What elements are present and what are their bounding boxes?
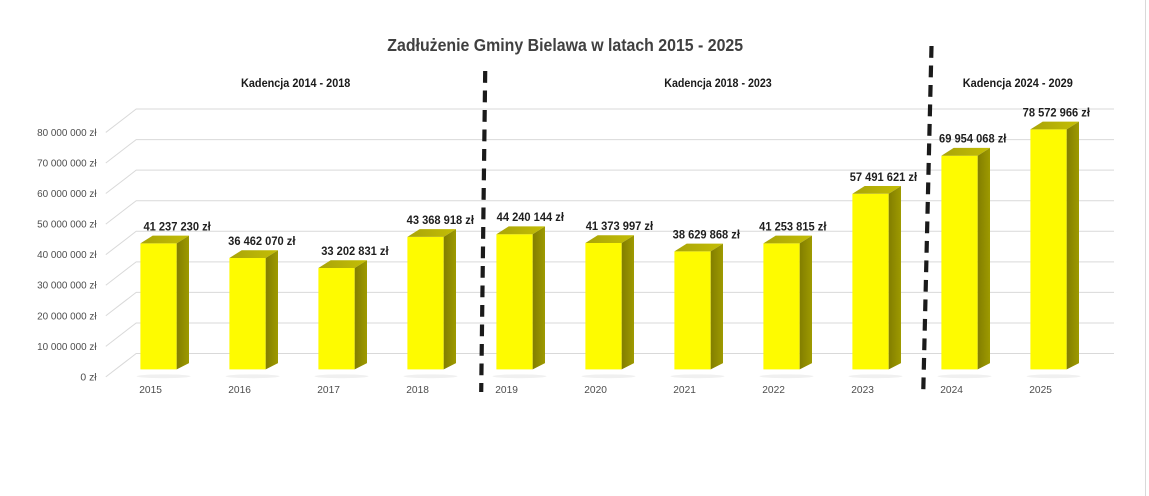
svg-text:20 000 000 zł: 20 000 000 zł [37,311,97,322]
svg-text:43 368 918 zł: 43 368 918 zł [407,214,475,227]
svg-text:70 000 000 zł: 70 000 000 zł [37,158,97,169]
svg-text:41 373 997 zł: 41 373 997 zł [586,220,654,233]
svg-text:80 000 000 zł: 80 000 000 zł [37,128,97,139]
svg-text:41 253 815 zł: 41 253 815 zł [759,220,827,233]
svg-text:2023: 2023 [851,385,874,396]
svg-text:2019: 2019 [495,385,518,396]
svg-text:30 000 000 zł: 30 000 000 zł [37,281,97,292]
svg-text:Kadencja 2018 - 2023: Kadencja 2018 - 2023 [664,76,772,90]
svg-text:0 zł: 0 zł [80,372,97,383]
svg-text:2020: 2020 [584,385,607,396]
svg-text:Kadencja 2024 - 2029: Kadencja 2024 - 2029 [963,76,1073,90]
svg-text:2016: 2016 [228,385,251,396]
svg-text:57 491 621 zł: 57 491 621 zł [850,171,918,184]
svg-text:41 237 230 zł: 41 237 230 zł [143,220,211,233]
svg-text:44 240 144 zł: 44 240 144 zł [497,211,565,224]
svg-text:33 202 831 zł: 33 202 831 zł [321,245,389,258]
svg-text:38 629 868 zł: 38 629 868 zł [673,228,741,241]
svg-text:36 462 070 zł: 36 462 070 zł [228,235,296,248]
svg-text:78 572 966 zł: 78 572 966 zł [1023,106,1091,119]
svg-text:69 954 068 zł: 69 954 068 zł [939,133,1007,146]
svg-text:2017: 2017 [317,385,340,396]
svg-text:2025: 2025 [1029,385,1052,396]
svg-text:2024: 2024 [940,385,963,396]
svg-text:2022: 2022 [762,385,785,396]
svg-text:2015: 2015 [139,385,162,396]
svg-text:Kadencja 2014 - 2018: Kadencja 2014 - 2018 [241,76,351,90]
svg-text:40 000 000 zł: 40 000 000 zł [37,250,97,261]
svg-text:50 000 000 zł: 50 000 000 zł [37,220,97,231]
svg-text:10 000 000 zł: 10 000 000 zł [37,342,97,353]
svg-text:60 000 000 zł: 60 000 000 zł [37,189,97,200]
svg-text:2018: 2018 [406,385,429,396]
svg-text:Zadłużenie Gminy Bielawa w lat: Zadłużenie Gminy Bielawa w latach 2015 -… [387,35,743,55]
svg-text:2021: 2021 [673,385,696,396]
